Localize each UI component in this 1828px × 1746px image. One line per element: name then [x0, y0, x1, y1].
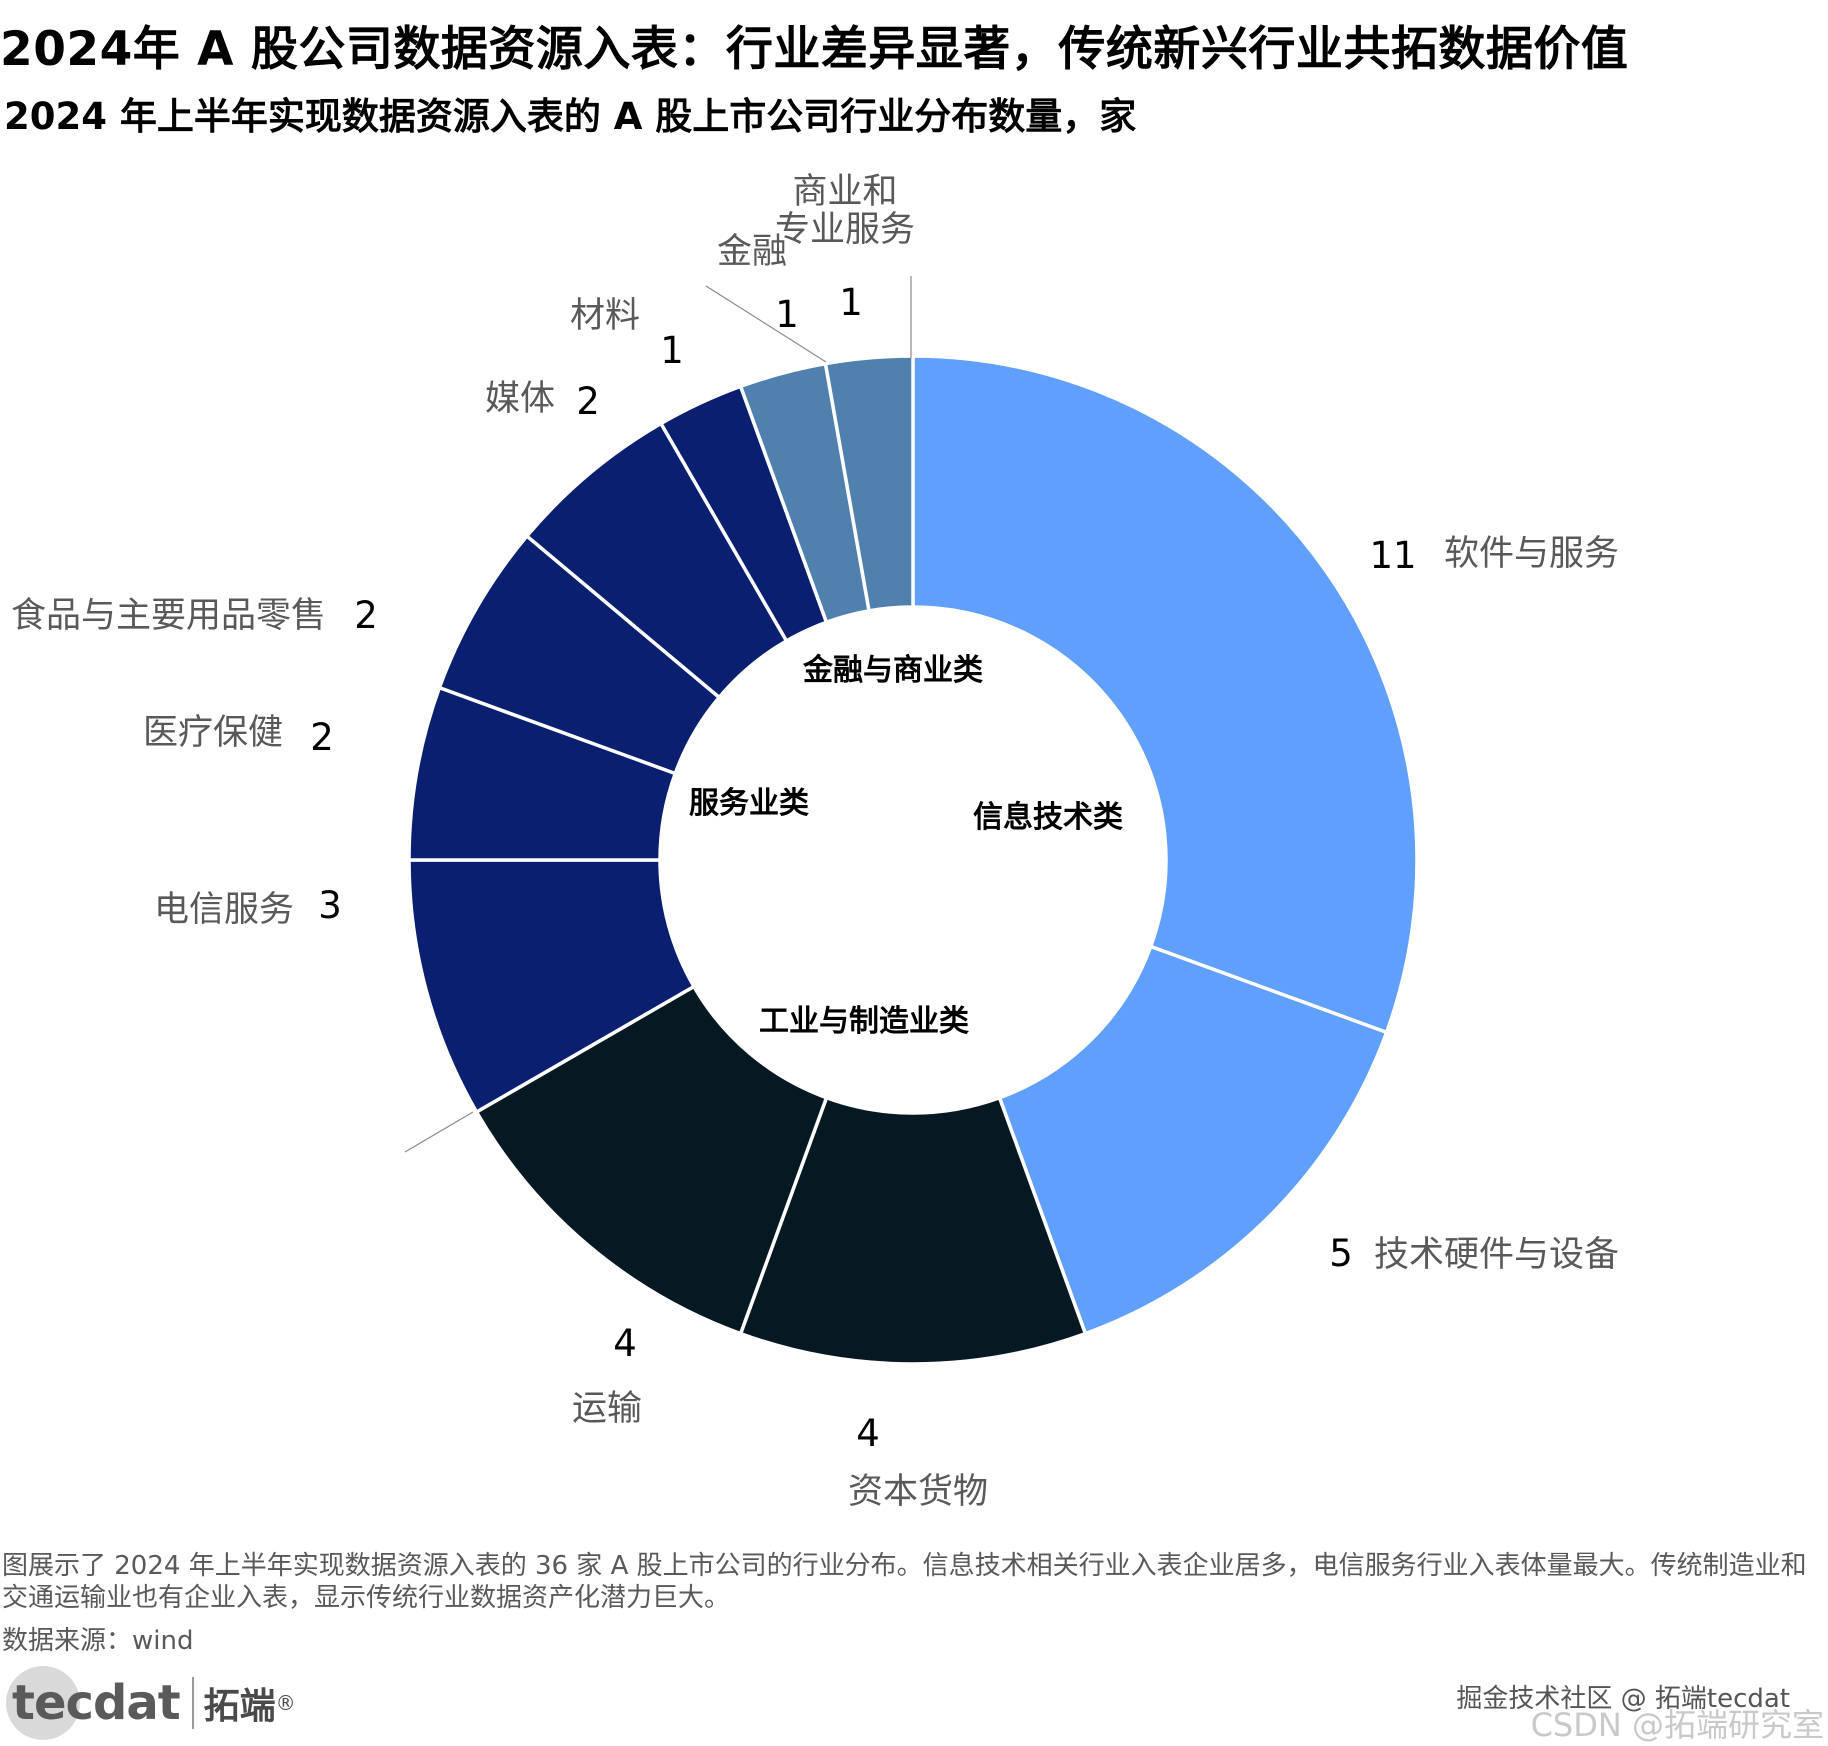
slice-12-category-label: 商业和专业服务: [775, 172, 915, 250]
leader-lines: [404, 276, 912, 1153]
slice-11-leader-line: [705, 285, 827, 363]
slice-2: [997, 944, 1389, 1336]
logo-mark: tecdat: [12, 1675, 181, 1731]
slice-9-value-label: 2: [576, 380, 600, 423]
logo-circle-icon: [6, 1666, 80, 1740]
group-label-2: 工业与制造业类: [759, 1004, 969, 1039]
slice-4-category-label: 运输: [572, 1389, 642, 1429]
slice-2-value-label: 5: [1329, 1232, 1353, 1275]
slice-1-category-label: 软件与服务: [1444, 534, 1619, 574]
slice-8-category-label: 食品与主要用品零售: [11, 596, 326, 636]
slice-4: [474, 984, 829, 1336]
slice-3-category-label: 资本货物: [848, 1472, 988, 1512]
slice-12: [823, 354, 915, 613]
logo-divider: [191, 1677, 194, 1729]
group-label-1: 信息技术类: [973, 800, 1123, 835]
slice-10-value-label: 1: [660, 329, 684, 372]
logo-name: 拓端: [203, 1686, 276, 1727]
slice-11-category-label: 金融: [717, 232, 787, 272]
slice-7-category-label: 医疗保健: [143, 713, 283, 753]
slice-8-value-label: 2: [354, 594, 378, 637]
chart-title: 2024年 A 股公司数据资源入表：行业差异显著，传统新兴行业共拓数据价值: [0, 22, 1629, 77]
watermark-juejin: 掘金技术社区 @ 拓端tecdat: [1456, 1684, 1790, 1714]
slice-7-value-label: 2: [310, 716, 334, 759]
slice-6-category-label: 电信服务: [154, 890, 294, 930]
slice-12-value-label: 1: [839, 281, 863, 324]
slice-1-value-label: 11: [1369, 534, 1416, 577]
group-label-3: 服务业类: [689, 786, 809, 821]
watermark-csdn: CSDN @拓端研究室: [1530, 1706, 1824, 1744]
donut-slices: [407, 354, 1419, 1366]
slice-2-category-label: 技术硬件与设备: [1374, 1235, 1619, 1275]
brand-logo: tecdat 拓端 ®: [6, 1666, 296, 1740]
chart-subtitle: 2024 年上半年实现数据资源入表的 A 股上市公司行业分布数量，家: [4, 95, 1137, 138]
slice-1: [911, 354, 1419, 1035]
group-label-4: 金融与商业类: [802, 653, 983, 688]
slice-3-value-label: 4: [856, 1412, 880, 1455]
slice-6-value-label: 3: [318, 884, 342, 927]
logo-registered: ®: [275, 1691, 296, 1715]
chart-source: 数据来源：wind: [2, 1626, 194, 1656]
slice-6: [407, 858, 697, 1115]
slice-4-value-label: 4: [613, 1322, 637, 1365]
slice-9-category-label: 媒体: [485, 379, 555, 419]
slice-11-value-label: 1: [775, 293, 799, 336]
slice-10-category-label: 材料: [570, 296, 640, 336]
slice-3: [738, 1095, 1088, 1366]
slice-5-leader-line: [404, 1111, 474, 1153]
chart-description: 图展示了 2024 年上半年实现数据资源入表的 36 家 A 股上市公司的行业分…: [2, 1551, 1807, 1613]
